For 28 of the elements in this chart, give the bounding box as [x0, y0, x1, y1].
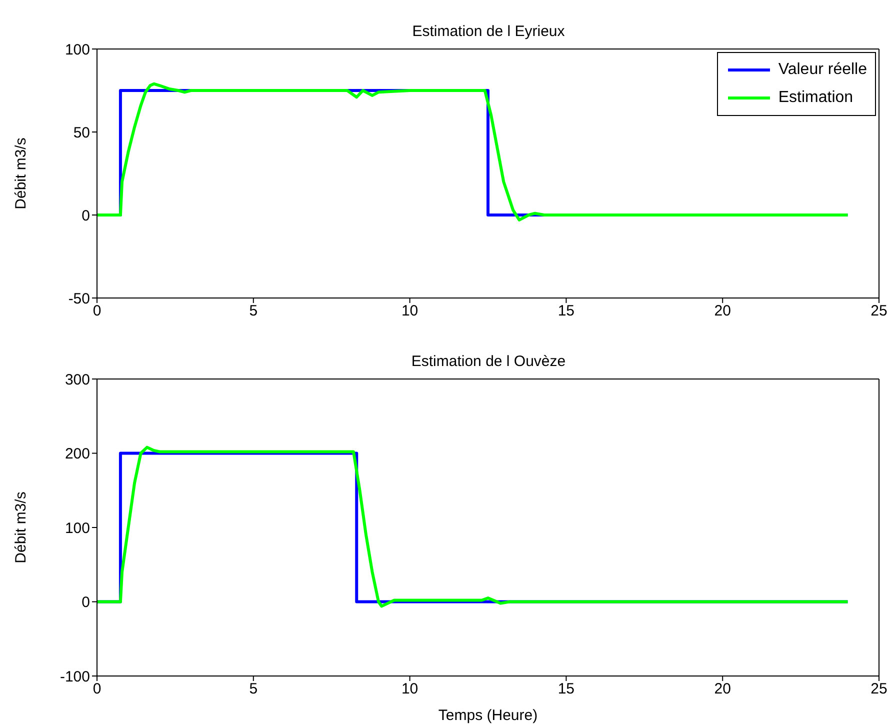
x-tick-label: 20 — [714, 680, 731, 698]
y-tick-label: 0 — [82, 594, 90, 612]
x-tick-label: 0 — [92, 302, 102, 320]
x-tick-label: 10 — [401, 302, 418, 320]
y-axis-title: Débit m3/s — [12, 492, 30, 564]
y-tick-label: -100 — [60, 668, 90, 686]
x-tick-label: 25 — [870, 302, 888, 320]
y-tick-label: 100 — [64, 520, 90, 537]
y-axis-title: Débit m3/s — [12, 138, 30, 210]
x-tick-label: 10 — [401, 680, 418, 698]
y-tick-label: 50 — [73, 124, 90, 142]
x-tick-label: 15 — [558, 680, 575, 698]
y-tick-label: 200 — [64, 446, 90, 463]
chart-title: Estimation de l Eyrieux — [412, 23, 566, 40]
x-tick-label: 25 — [870, 680, 888, 698]
x-tick-label: 5 — [249, 302, 258, 320]
x-tick-label: 0 — [92, 680, 102, 698]
chart-title: Estimation de l Ouvèze — [411, 353, 566, 370]
legend-label: Valeur réelle — [778, 61, 867, 79]
y-tick-label: 0 — [82, 207, 90, 224]
x-tick-label: 15 — [558, 302, 575, 320]
y-tick-label: -50 — [68, 290, 90, 308]
y-tick-label: 300 — [64, 371, 90, 388]
legend-label: Estimation — [778, 89, 854, 107]
x-tick-label: 5 — [249, 680, 258, 698]
x-tick-label: 20 — [714, 302, 731, 320]
y-tick-label: 100 — [64, 41, 90, 58]
x-axis-title: Temps (Heure) — [438, 707, 538, 724]
